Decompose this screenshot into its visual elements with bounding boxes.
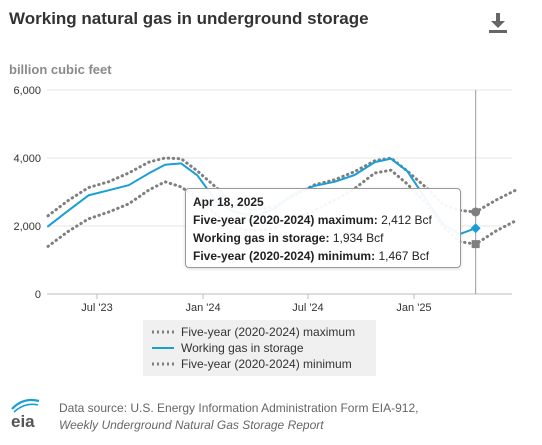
legend-swatch-maximum <box>152 330 174 334</box>
hover-marker-minimum <box>471 240 480 249</box>
legend-label-minimum: Five-year (2020-2024) minimum <box>181 357 352 371</box>
eia-logo: eia <box>11 398 40 431</box>
x-tick-label: Jan '24 <box>185 302 220 314</box>
chart-title: Working natural gas in underground stora… <box>9 9 369 28</box>
hover-marker-maximum <box>471 207 481 217</box>
tooltip-row-storage: Working gas in storage: 1,934 Bcf <box>193 231 384 245</box>
tooltip-row-minimum: Five-year (2020-2024) minimum: 1,467 Bcf <box>193 249 430 263</box>
eia-logo-text: eia <box>11 412 35 431</box>
x-tick-label: Jul '24 <box>292 302 323 314</box>
chart-legend: Five-year (2020-2024) maximum Working ga… <box>143 320 376 376</box>
legend-label-storage: Working gas in storage <box>181 341 304 355</box>
legend-swatch-storage <box>152 347 174 349</box>
source-line-1: Data source: U.S. Energy Information Adm… <box>59 401 419 415</box>
y-tick-label: 4,000 <box>13 153 41 165</box>
legend-label-maximum: Five-year (2020-2024) maximum <box>181 325 356 339</box>
hover-marker-storage <box>470 223 481 234</box>
y-tick-label: 6,000 <box>13 85 41 97</box>
units-label: billion cubic feet <box>9 62 112 77</box>
legend-swatch-minimum <box>152 362 174 366</box>
x-tick-label: Jul '23 <box>81 302 112 314</box>
chart-plot[interactable]: 0 2,000 4,000 6,000 Jul '23 Jan '24 Jul '24 Jan… <box>0 0 542 320</box>
x-tick-label: Jan '25 <box>396 302 431 314</box>
source-line-2: Weekly Underground Natural Gas Storage R… <box>59 418 324 432</box>
y-tick-label: 0 <box>35 289 41 301</box>
hover-tooltip: Apr 18, 2025 Five-year (2020-2024) maxim… <box>185 188 461 268</box>
y-tick-label: 2,000 <box>13 221 41 233</box>
download-icon[interactable] <box>488 12 508 34</box>
tooltip-row-maximum: Five-year (2020-2024) maximum: 2,412 Bcf <box>193 213 432 227</box>
tooltip-date: Apr 18, 2025 <box>193 195 264 209</box>
data-source: Data source: U.S. Energy Information Adm… <box>59 400 479 434</box>
